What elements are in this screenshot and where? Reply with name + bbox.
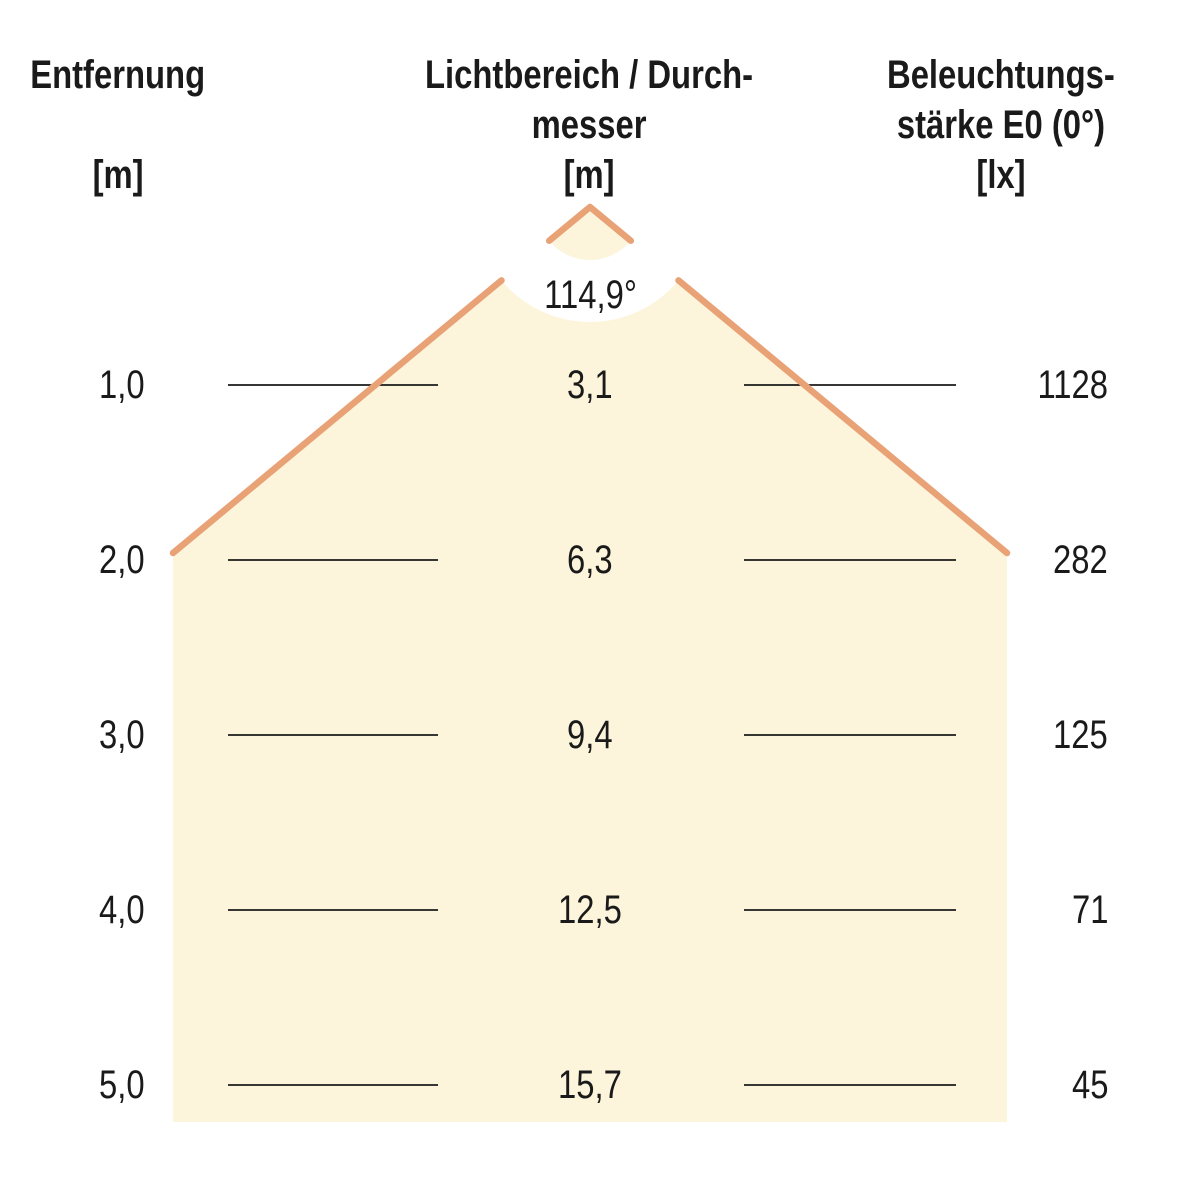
illuminance-value: 71: [1071, 888, 1108, 932]
distance-value: 2,0: [99, 538, 145, 582]
distance-value: 3,0: [99, 713, 145, 757]
table-row: 3,0 9,4 125: [0, 710, 1182, 760]
header-diameter-unit: [m]: [563, 153, 615, 197]
column-header-diameter: Lichtbereich / Durch- messer [m]: [389, 50, 789, 200]
illuminance-value: 45: [1071, 1063, 1108, 1107]
row-tick-lines: [228, 384, 956, 1086]
distance-value: 5,0: [99, 1063, 145, 1107]
distance-value: 1,0: [99, 363, 145, 407]
beam-angle-label: 114,9°: [544, 273, 638, 317]
distance-value: 4,0: [99, 888, 145, 932]
table-row: 4,0 12,5 71: [0, 885, 1182, 935]
illuminance-value: 282: [1053, 538, 1108, 582]
header-distance-title2: [0, 100, 236, 150]
column-header-distance: Entfernung [m]: [0, 50, 236, 200]
table-row: 5,0 15,7 45: [0, 1060, 1182, 1110]
cone-body: [173, 280, 1007, 1122]
diameter-value: 15,7: [558, 1063, 622, 1107]
table-row: 1,0 3,1 1128: [0, 360, 1182, 410]
column-header-illuminance: Beleuchtungs- stärke E0 (0°) [lx]: [851, 50, 1151, 200]
cone-left-edge: [169, 277, 505, 557]
cone-apex-sector: [549, 207, 631, 260]
diameter-value: 12,5: [558, 888, 622, 932]
header-distance-unit: [m]: [92, 153, 144, 197]
diameter-value: 3,1: [567, 363, 613, 407]
header-distance-title: Entfernung: [30, 53, 206, 97]
diameter-value: 9,4: [567, 713, 613, 757]
illuminance-value: 1128: [1037, 363, 1108, 407]
cone-apex-outline: [545, 203, 635, 245]
cone-right-edge: [675, 277, 1011, 557]
header-diameter-title2: messer: [531, 103, 647, 147]
header-illuminance-title: Beleuchtungs-: [887, 53, 1115, 97]
header-diameter-title: Lichtbereich / Durch-: [425, 53, 754, 97]
header-illuminance-unit: [lx]: [976, 153, 1026, 197]
diameter-value: 6,3: [567, 538, 613, 582]
header-illuminance-title2: stärke E0 (0°): [896, 103, 1106, 147]
table-row: 2,0 6,3 282: [0, 535, 1182, 585]
illuminance-value: 125: [1053, 713, 1108, 757]
